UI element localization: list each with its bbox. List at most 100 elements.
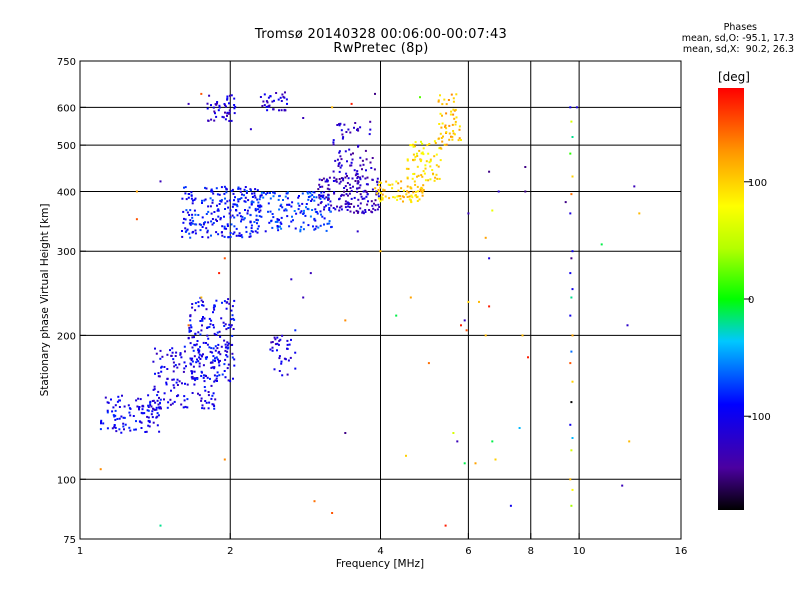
data-point xyxy=(226,350,229,353)
colorbar-tick-label: 100 xyxy=(748,178,767,189)
data-point xyxy=(488,257,491,260)
data-point xyxy=(212,403,215,406)
data-point xyxy=(214,379,217,382)
data-point xyxy=(411,177,414,180)
data-point xyxy=(201,355,203,358)
data-point xyxy=(259,209,262,212)
data-point xyxy=(332,143,335,146)
data-point xyxy=(256,222,258,225)
data-point xyxy=(137,397,140,400)
data-point xyxy=(570,193,573,196)
data-point xyxy=(301,192,304,195)
data-point xyxy=(207,236,210,239)
data-point xyxy=(273,368,276,371)
data-point xyxy=(193,343,196,346)
data-point xyxy=(454,120,457,123)
data-point xyxy=(374,199,377,202)
data-point xyxy=(280,216,283,219)
data-point xyxy=(397,189,400,192)
data-point xyxy=(139,420,142,423)
data-point xyxy=(439,112,442,115)
data-point xyxy=(207,210,210,213)
data-point xyxy=(224,111,226,114)
data-point xyxy=(326,187,329,190)
data-point xyxy=(241,236,244,239)
data-point xyxy=(405,167,408,170)
data-point xyxy=(330,225,333,228)
data-point xyxy=(219,335,222,338)
data-point xyxy=(187,196,190,199)
data-point xyxy=(368,209,371,211)
data-point xyxy=(171,347,174,350)
data-point xyxy=(298,195,300,197)
data-point xyxy=(207,337,210,340)
data-point xyxy=(146,409,149,412)
data-point xyxy=(213,304,216,307)
data-point xyxy=(224,197,226,200)
y-tick-label: 750 xyxy=(57,57,76,68)
data-point xyxy=(217,208,220,211)
data-point xyxy=(271,213,274,215)
data-point xyxy=(196,358,198,361)
data-point xyxy=(348,206,351,209)
data-point xyxy=(380,196,383,199)
data-point xyxy=(370,200,373,203)
data-point xyxy=(269,197,272,200)
data-point xyxy=(278,218,280,221)
data-point xyxy=(524,166,527,168)
data-point xyxy=(286,102,288,105)
data-point xyxy=(518,427,521,429)
data-point xyxy=(181,197,184,200)
data-point xyxy=(448,138,451,141)
data-point xyxy=(219,218,222,221)
data-point xyxy=(319,202,322,205)
data-point xyxy=(210,212,213,215)
data-point xyxy=(331,512,334,514)
data-point xyxy=(434,142,437,144)
data-point xyxy=(379,250,382,253)
data-point xyxy=(380,198,383,201)
data-point xyxy=(206,102,209,105)
data-point xyxy=(216,331,219,334)
data-point xyxy=(271,226,274,229)
data-point xyxy=(176,395,178,398)
data-point xyxy=(330,204,333,207)
data-point xyxy=(222,321,225,324)
data-point xyxy=(429,165,432,168)
data-point xyxy=(340,177,343,180)
data-point xyxy=(328,188,331,191)
data-point xyxy=(228,120,231,122)
stats-o-mode: mean, sd,O: -95.1, 17.3 xyxy=(681,33,794,44)
data-point xyxy=(246,212,249,215)
data-point xyxy=(140,421,143,424)
data-point xyxy=(166,353,169,356)
data-point xyxy=(187,102,190,105)
data-point xyxy=(202,304,205,307)
data-point xyxy=(250,227,253,230)
data-point xyxy=(160,365,163,368)
data-point xyxy=(179,352,182,355)
data-point xyxy=(269,210,272,213)
data-point xyxy=(437,137,440,140)
data-point xyxy=(219,199,222,202)
data-point xyxy=(221,301,223,304)
data-point xyxy=(334,179,337,182)
data-point xyxy=(154,401,157,404)
data-point xyxy=(209,197,212,200)
data-point xyxy=(156,399,159,402)
data-point xyxy=(202,223,205,226)
data-point xyxy=(159,401,161,404)
data-point xyxy=(484,334,487,337)
data-point xyxy=(155,408,158,411)
data-point xyxy=(340,158,343,161)
data-point xyxy=(266,109,269,112)
data-point xyxy=(150,405,153,408)
data-point xyxy=(216,358,219,361)
data-point xyxy=(356,190,359,193)
data-point xyxy=(221,115,224,118)
data-point xyxy=(204,198,207,201)
data-point xyxy=(427,362,430,365)
data-point xyxy=(134,428,137,431)
data-point xyxy=(338,198,340,201)
